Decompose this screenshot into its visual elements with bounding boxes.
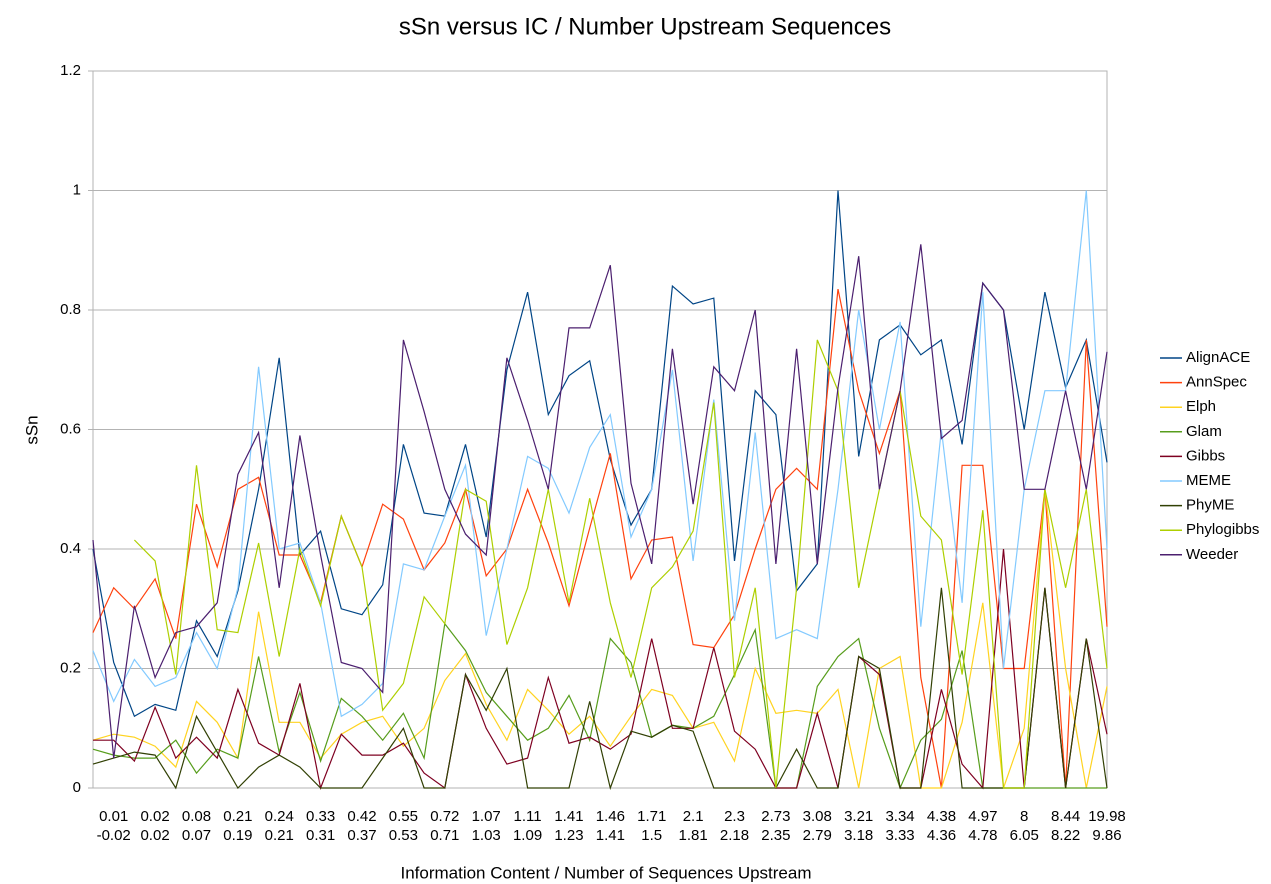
x-tick-label: 0.33 (306, 808, 335, 825)
x-tick-label: 3.08 (803, 808, 832, 825)
x-tick-label: 1.03 (472, 827, 501, 844)
y-tick-label: 0.2 (60, 659, 81, 676)
x-tick-label: 4.78 (968, 827, 997, 844)
x-tick-label: 0.21 (265, 827, 294, 844)
x-tick-label: 1.46 (596, 808, 625, 825)
series-line (92, 622, 1107, 790)
series-line (92, 489, 1108, 789)
legend-label: Phylogibbs (1186, 521, 1259, 538)
x-tick-label: 0.19 (223, 827, 252, 844)
series-line (92, 288, 1108, 789)
y-tick-label: 0.4 (60, 540, 81, 557)
x-tick-label: 0.07 (182, 827, 211, 844)
y-axis-title: sSn (22, 415, 41, 444)
x-tick-label: 3.21 (844, 808, 873, 825)
x-tick-label: 4.97 (968, 808, 997, 825)
y-tick-label: 1.2 (60, 62, 81, 79)
x-tick-label: 2.18 (720, 827, 749, 844)
x-tick-label: 2.3 (724, 808, 745, 825)
series-line (92, 244, 1108, 759)
x-tick-label: 0.72 (430, 808, 459, 825)
x-tick-label: 3.34 (885, 808, 914, 825)
x-tick-label: 0.37 (347, 827, 376, 844)
x-tick-label: 1.11 (514, 808, 542, 825)
x-tick-label: 2.73 (761, 808, 790, 825)
x-tick-label: 2.35 (761, 827, 790, 844)
legend-label: PhyME (1186, 497, 1234, 514)
x-tick-label: 0.55 (389, 808, 418, 825)
legend-label: Gibbs (1186, 447, 1225, 464)
legend-label: AlignACE (1186, 349, 1250, 366)
series-line (92, 587, 1108, 791)
series-line (92, 190, 1108, 718)
legend-label: Weeder (1186, 546, 1238, 563)
plot-frame (92, 70, 1108, 789)
x-tick-label: 2.79 (803, 827, 832, 844)
x-tick-label: 8 (1020, 808, 1028, 825)
x-tick-label: 1.71 (637, 808, 666, 825)
x-tick-label: 0.21 (223, 808, 252, 825)
x-tick-label: 4.38 (927, 808, 956, 825)
x-tick-label: 8.22 (1051, 827, 1080, 844)
series-line (133, 339, 1108, 789)
x-tick-label: 0.31 (306, 827, 335, 844)
x-tick-label: 1.23 (554, 827, 583, 844)
x-tick-label: 0.42 (347, 808, 376, 825)
series-line (92, 190, 1108, 718)
x-tick-label: 0.53 (389, 827, 418, 844)
x-tick-label: 3.33 (885, 827, 914, 844)
x-tick-label: 1.09 (513, 827, 542, 844)
x-axis-title: Information Content / Number of Sequence… (400, 863, 811, 882)
x-tick-label: 2.1 (683, 808, 704, 825)
x-tick-label: 0.02 (140, 808, 169, 825)
y-tick-label: 0.6 (60, 420, 81, 437)
x-tick-label: 3.18 (844, 827, 873, 844)
legend-label: Elph (1186, 398, 1216, 415)
y-tick-label: 1 (73, 181, 81, 198)
x-tick-label: -0.02 (97, 827, 131, 844)
x-tick-label: 0.01 (99, 808, 128, 825)
x-tick-label: 0.08 (182, 808, 211, 825)
x-tick-label: 0.24 (265, 808, 294, 825)
x-tick-label: 6.05 (1010, 827, 1039, 844)
legend-label: MEME (1186, 472, 1231, 489)
y-tick-label: 0.8 (60, 301, 81, 318)
x-tick-label: 1.41 (554, 808, 583, 825)
legend-label: AnnSpec (1186, 374, 1247, 391)
x-tick-label: 1.81 (679, 827, 708, 844)
chart-title: sSn versus IC / Number Upstream Sequence… (399, 13, 891, 40)
x-tick-label: 4.36 (927, 827, 956, 844)
y-tick-label: 0 (73, 779, 81, 796)
x-tick-label: 19.98 (1088, 808, 1126, 825)
x-tick-label: 0.71 (430, 827, 459, 844)
legend-label: Glam (1186, 423, 1222, 440)
x-tick-label: 1.41 (596, 827, 625, 844)
x-tick-label: 0.02 (140, 827, 169, 844)
x-tick-label: 8.44 (1051, 808, 1080, 825)
x-tick-label: 9.86 (1092, 827, 1121, 844)
x-tick-label: 1.07 (472, 808, 501, 825)
x-tick-label: 1.5 (641, 827, 662, 844)
